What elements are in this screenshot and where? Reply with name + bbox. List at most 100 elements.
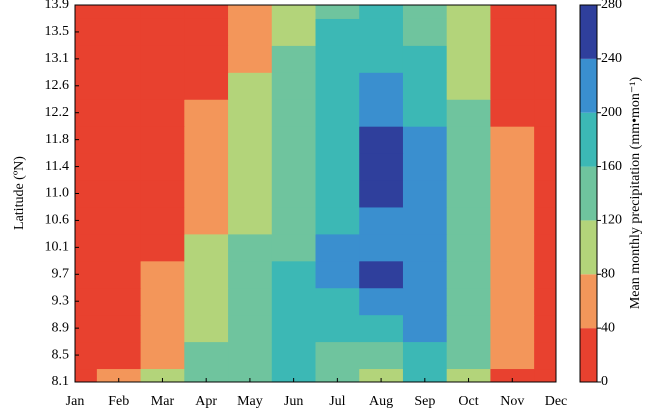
contour-cell — [228, 260, 273, 289]
contour-cell — [534, 314, 557, 343]
contour-cell — [359, 180, 404, 208]
contour-cell — [534, 72, 557, 100]
contour-cell — [140, 206, 185, 235]
contour-cell — [315, 206, 360, 235]
contour-cell — [75, 45, 98, 73]
contour-cell — [490, 368, 535, 383]
contour-cell — [446, 314, 491, 343]
contour-cell — [490, 126, 535, 154]
y-tick-label: 10.6 — [45, 213, 70, 228]
colorbar-tick-label: 120 — [601, 213, 622, 228]
contour-cell — [96, 72, 142, 100]
contour-cell — [228, 45, 273, 73]
contour-cell — [446, 126, 491, 154]
contour-cell — [490, 99, 535, 127]
contour-cell — [184, 126, 229, 154]
contour-cell — [402, 233, 448, 262]
contour-cell — [228, 99, 273, 127]
contour-cell — [96, 233, 142, 262]
contour-cell — [490, 206, 535, 235]
contour-cell — [228, 18, 273, 46]
contour-cell — [359, 341, 404, 370]
contour-cell — [271, 287, 316, 316]
contour-cell — [402, 45, 448, 73]
contour-cell — [96, 368, 142, 383]
contour-cell — [228, 126, 273, 154]
contour-cell — [446, 45, 491, 73]
y-tick-label: 11.0 — [45, 186, 69, 201]
contour-cell — [446, 18, 491, 46]
contour-cell — [184, 314, 229, 343]
contour-cell — [75, 368, 98, 383]
contour-cell — [359, 233, 404, 262]
contour-cell — [315, 153, 360, 181]
contour-cell — [140, 233, 185, 262]
contour-cell — [446, 233, 491, 262]
contour-cell — [184, 341, 229, 370]
contour-cell — [184, 153, 229, 181]
contour-cell — [96, 45, 142, 73]
contour-cell — [402, 341, 448, 370]
contour-cell — [75, 72, 98, 100]
contour-cell — [184, 287, 229, 316]
colorbar-tick-label: 240 — [601, 51, 622, 66]
contour-cell — [75, 5, 98, 19]
colorbar-tick-label: 280 — [601, 0, 622, 12]
contour-cell — [359, 260, 404, 289]
contour-cell — [402, 5, 448, 19]
contour-cell — [140, 5, 185, 19]
x-tick-label: Nov — [500, 394, 524, 409]
colorbar-segment — [580, 166, 597, 221]
y-tick-label: 13.9 — [45, 0, 70, 12]
colorbar-tick-label: 0 — [601, 374, 608, 389]
contour-cell — [534, 5, 557, 19]
contour-cell — [490, 314, 535, 343]
contour-cell — [75, 314, 98, 343]
contour-cell — [315, 180, 360, 208]
contour-cell — [315, 260, 360, 289]
contour-cell — [490, 341, 535, 370]
contour-cell — [315, 368, 360, 383]
contour-cell — [315, 72, 360, 100]
contour-cell — [534, 341, 557, 370]
contour-cell — [75, 260, 98, 289]
contour-cell — [359, 99, 404, 127]
contour-cell — [75, 206, 98, 235]
contour-cell — [359, 126, 404, 154]
contour-cell — [359, 45, 404, 73]
contour-cell — [140, 341, 185, 370]
y-tick-label: 13.5 — [45, 24, 70, 39]
x-tick-label: Jun — [284, 394, 303, 409]
contour-cell — [402, 314, 448, 343]
contour-cell — [271, 260, 316, 289]
contour-cell — [446, 206, 491, 235]
contour-cell — [184, 233, 229, 262]
contour-cell — [140, 368, 185, 383]
y-tick-label: 13.1 — [45, 51, 70, 66]
contour-cell — [534, 368, 557, 383]
contour-cell — [140, 45, 185, 73]
contour-cell — [228, 153, 273, 181]
contour-cell — [446, 287, 491, 316]
contour-cell — [96, 260, 142, 289]
contour-cell — [402, 126, 448, 154]
contour-cell — [75, 180, 98, 208]
contour-cell — [228, 314, 273, 343]
contour-cell — [75, 341, 98, 370]
contour-cell — [184, 368, 229, 383]
y-tick-label: 12.2 — [45, 105, 70, 120]
contour-cell — [184, 206, 229, 235]
contour-cell — [359, 5, 404, 19]
contour-cell — [402, 287, 448, 316]
contour-cell — [534, 99, 557, 127]
y-tick-label: 9.3 — [52, 293, 70, 308]
contour-cell — [446, 153, 491, 181]
colorbar-tick-label: 40 — [601, 320, 615, 335]
contour-cell — [534, 45, 557, 73]
contour-cell — [96, 153, 142, 181]
colorbar-tick-label: 200 — [601, 105, 622, 120]
contour-cell — [446, 72, 491, 100]
contour-cell — [534, 287, 557, 316]
contour-cell — [315, 18, 360, 46]
y-tick-label: 8.1 — [52, 374, 70, 389]
